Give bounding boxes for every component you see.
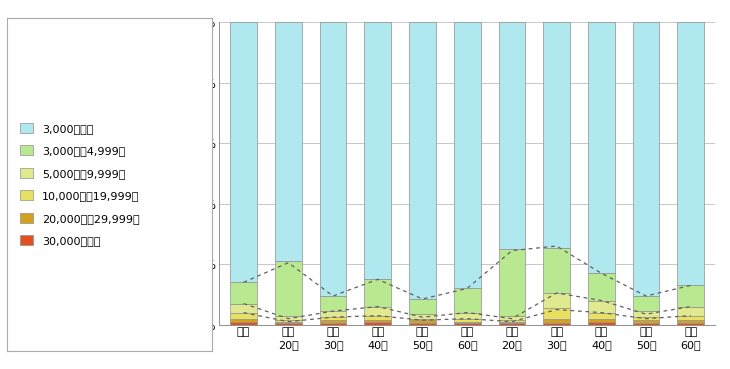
Bar [543, 319, 570, 323]
Bar [543, 323, 570, 325]
Bar [543, 22, 570, 248]
Bar [320, 22, 347, 296]
Bar [409, 319, 436, 320]
Bar [588, 319, 615, 322]
Bar [275, 323, 301, 325]
Bar [454, 319, 480, 322]
Bar [275, 315, 301, 320]
Bar [633, 320, 659, 323]
Bar [633, 311, 659, 317]
Bar [230, 22, 257, 282]
Bar [677, 307, 704, 315]
Bar [588, 313, 615, 319]
Bar [275, 320, 301, 322]
Bar [409, 299, 436, 314]
Bar [588, 300, 615, 313]
Bar [320, 323, 347, 325]
Bar [230, 322, 257, 325]
Bar [499, 320, 526, 322]
Bar [543, 293, 570, 308]
Bar [499, 322, 526, 323]
Bar [454, 289, 480, 313]
Bar [543, 248, 570, 293]
Bar [588, 322, 615, 325]
Bar [230, 319, 257, 322]
Bar [275, 322, 301, 323]
Bar [364, 279, 391, 307]
Bar [409, 22, 436, 299]
Bar [588, 22, 615, 273]
Bar [409, 314, 436, 319]
Bar [364, 307, 391, 315]
Bar [320, 320, 347, 323]
Bar [409, 323, 436, 325]
Bar [230, 282, 257, 304]
Bar [677, 323, 704, 325]
Bar [588, 273, 615, 300]
Bar [364, 322, 391, 325]
Bar [454, 313, 480, 319]
Bar [454, 323, 480, 325]
Bar [499, 22, 526, 249]
Bar [364, 320, 391, 322]
Bar [633, 296, 659, 311]
Bar [543, 308, 570, 319]
Bar [230, 313, 257, 319]
Bar [320, 296, 347, 311]
Bar [633, 323, 659, 325]
Bar [409, 320, 436, 323]
Bar [633, 22, 659, 296]
Legend: 3,000円未満, 3,000円～4,999円, 5,000円～9,999円, 10,000円～19,999円, 20,000円～29,999円, 30,000: 3,000円未満, 3,000円～4,999円, 5,000円～9,999円, … [13, 116, 146, 253]
Bar [499, 249, 526, 315]
Bar [677, 320, 704, 323]
Bar [454, 22, 480, 289]
Bar [230, 304, 257, 313]
Bar [633, 317, 659, 320]
Bar [499, 315, 526, 320]
Bar [320, 317, 347, 320]
Bar [454, 322, 480, 323]
Bar [499, 323, 526, 325]
Bar [275, 22, 301, 261]
Bar [677, 315, 704, 320]
Bar [677, 22, 704, 285]
Bar [364, 315, 391, 320]
Bar [320, 311, 347, 317]
Bar [275, 261, 301, 315]
Bar [677, 285, 704, 307]
Bar [364, 22, 391, 279]
